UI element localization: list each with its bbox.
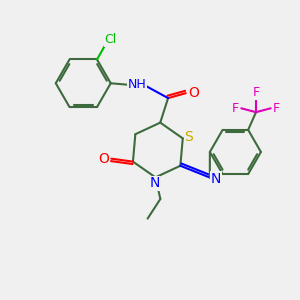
- Text: F: F: [232, 102, 239, 115]
- Text: O: O: [188, 86, 199, 100]
- Text: F: F: [252, 86, 260, 99]
- Text: N: N: [149, 176, 160, 190]
- Text: O: O: [98, 152, 109, 166]
- Text: Cl: Cl: [105, 33, 117, 46]
- Text: NH: NH: [127, 78, 146, 91]
- Text: S: S: [184, 130, 193, 144]
- Text: F: F: [273, 102, 280, 115]
- Text: N: N: [211, 172, 221, 185]
